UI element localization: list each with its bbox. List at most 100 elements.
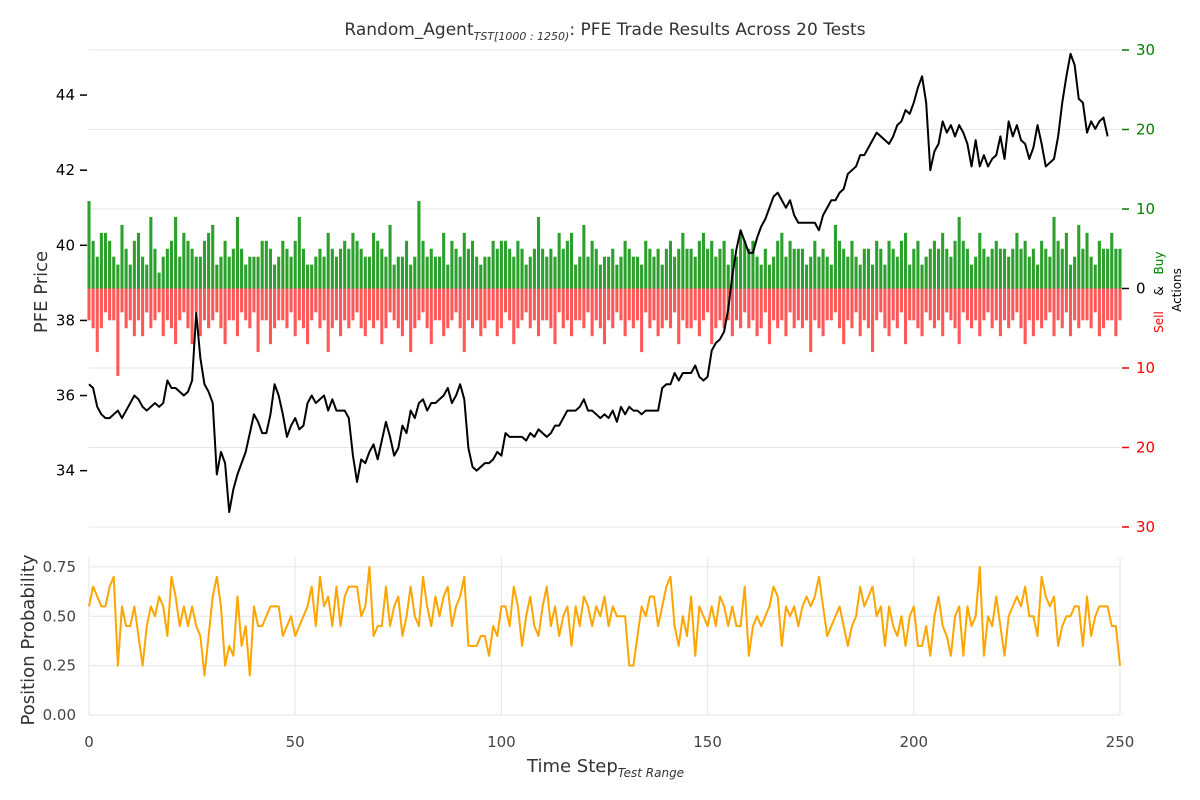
buy-bar (339, 248, 343, 289)
buy-bar (1073, 256, 1077, 289)
sell-bar (994, 288, 998, 321)
time-step-axis-ticks: 0 50 100 150 200 250 (84, 733, 1134, 751)
buy-bar (1031, 248, 1035, 289)
buy-bar (565, 240, 569, 289)
sell-bar (108, 288, 112, 321)
sell-bar (565, 288, 569, 321)
sell-bar (1101, 288, 1106, 329)
sell-bar (182, 288, 186, 313)
sell-bar (1068, 288, 1073, 337)
buy-bar (174, 216, 178, 289)
sell-bar (780, 288, 784, 321)
sell-bar (289, 288, 293, 313)
sell-bar (186, 288, 190, 329)
buy-bar (132, 240, 136, 289)
buy-bar (516, 240, 520, 289)
buy-bar (186, 240, 190, 289)
sell-bar (784, 288, 788, 337)
buy-bar (178, 256, 182, 289)
sell-bar (417, 288, 421, 321)
buy-bar (805, 264, 809, 289)
position-probability-line (88, 565, 1121, 677)
buy-bar (920, 264, 924, 289)
time-step-tick-label: 100 (487, 733, 516, 751)
actions-label-actions: Actions (1170, 268, 1184, 312)
time-step-tick-label: 200 (899, 733, 928, 751)
sell-bar (198, 288, 202, 337)
sell-bar (1073, 288, 1077, 321)
buy-bar (602, 256, 607, 289)
buy-bar (924, 256, 928, 289)
buy-bar (598, 264, 602, 289)
buy-bar (763, 248, 767, 289)
time-step-tick-label: 0 (84, 733, 94, 751)
buy-bar (1064, 232, 1068, 289)
sell-bar (310, 288, 314, 321)
sell-bar (470, 288, 475, 329)
sell-bar (574, 288, 578, 321)
sell-bar (928, 288, 932, 321)
sell-bar (545, 288, 549, 321)
buy-bar (95, 256, 99, 289)
sell-bar (941, 288, 945, 337)
sell-bar (293, 288, 297, 337)
sell-bar (281, 288, 285, 321)
buy-bar (961, 240, 965, 289)
sell-bar (586, 288, 590, 313)
buy-bar (149, 216, 153, 289)
sell-bar (103, 288, 108, 313)
sell-bar (376, 288, 380, 321)
buy-bar (442, 232, 446, 289)
sell-bar (409, 288, 413, 353)
sell-bar (961, 288, 965, 313)
buy-bar (256, 256, 260, 289)
buy-bar (792, 248, 796, 289)
sell-bar (677, 288, 681, 345)
buy-bar (875, 240, 879, 289)
sell-bar (273, 288, 277, 329)
sell-bar (454, 288, 458, 313)
buy-bar (710, 240, 714, 289)
sell-bar (491, 288, 495, 321)
sell-bar (891, 288, 895, 321)
buy-bar (578, 256, 582, 289)
sell-bar (219, 288, 223, 329)
sell-bar (850, 288, 854, 329)
buy-bar (520, 248, 524, 289)
sell-bar (277, 288, 281, 321)
buy-bar (219, 256, 223, 289)
buy-bar (99, 232, 103, 289)
sell-bar (1023, 288, 1027, 345)
price-line (88, 52, 1109, 513)
sell-bar (673, 288, 677, 313)
buy-bar (495, 248, 499, 289)
buy-bar (652, 256, 656, 289)
buy-bar (231, 248, 235, 289)
buy-bar (499, 240, 503, 289)
buy-bar (937, 248, 941, 289)
buy-bar (586, 256, 590, 289)
buy-bar (223, 240, 227, 289)
buy-bar (549, 248, 553, 289)
buy-bar (372, 232, 376, 289)
buy-bar (470, 240, 475, 289)
price-tick-label: 42 (56, 161, 75, 179)
sell-bar (194, 288, 198, 313)
sell-bar (854, 288, 858, 313)
buy-bar (701, 232, 706, 289)
actions-label-and: & (1152, 286, 1166, 295)
sell-bar (314, 288, 318, 313)
sell-bar (153, 288, 157, 321)
sell-bar (1035, 288, 1040, 321)
buy-bar (767, 264, 772, 289)
buy-bar (615, 264, 619, 289)
sell-bar (718, 288, 722, 321)
chart-title-subscript: TST[1000 : 1250) (474, 30, 570, 43)
sell-bar (466, 288, 470, 321)
sell-bar (169, 288, 174, 329)
sell-bar (763, 288, 767, 313)
buy-bar (1085, 232, 1089, 289)
buy-bar (1035, 264, 1040, 289)
sell-bar (442, 288, 446, 337)
buy-bar (376, 240, 380, 289)
